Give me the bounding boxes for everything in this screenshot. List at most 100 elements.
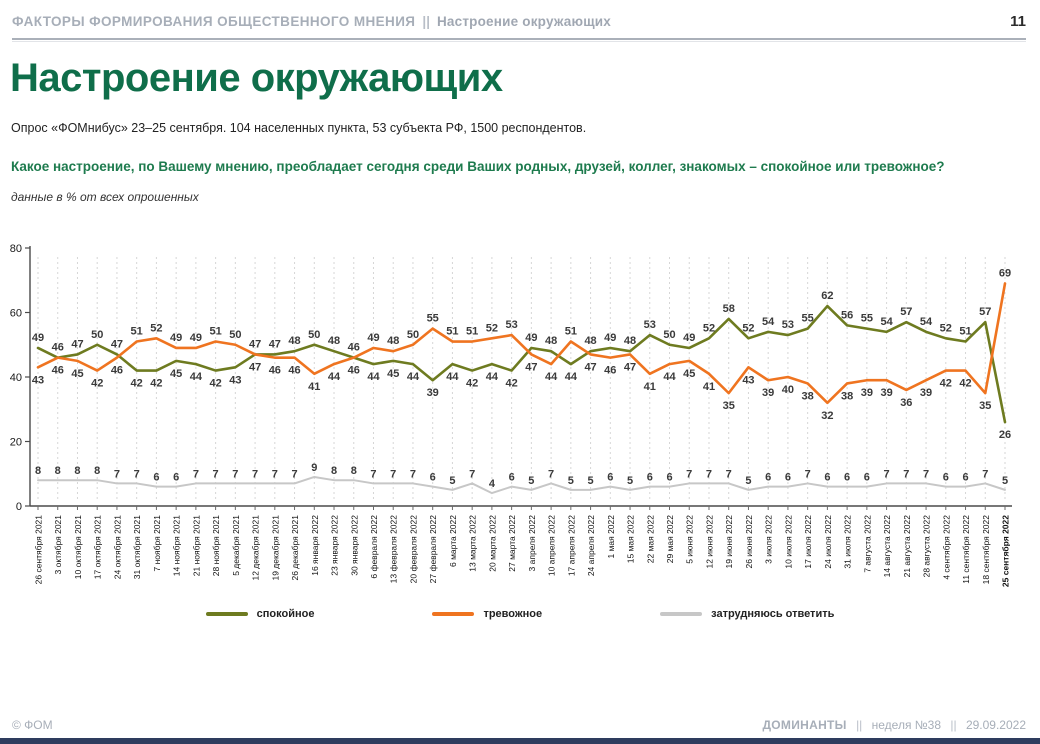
svg-text:8: 8 <box>351 465 357 477</box>
svg-text:49: 49 <box>170 332 182 344</box>
svg-text:52: 52 <box>486 322 498 334</box>
svg-text:17 апреля 2022: 17 апреля 2022 <box>566 515 576 576</box>
footer-week: неделя №38 <box>871 718 942 732</box>
svg-text:44: 44 <box>446 371 459 383</box>
svg-text:14 августа 2022: 14 августа 2022 <box>882 515 892 578</box>
svg-text:21 ноября 2021: 21 ноября 2021 <box>191 515 201 576</box>
page-title: Настроение окружающих <box>10 56 503 100</box>
svg-text:60: 60 <box>10 308 22 320</box>
svg-text:6: 6 <box>824 472 830 484</box>
svg-text:7: 7 <box>726 468 732 480</box>
svg-text:22 мая 2022: 22 мая 2022 <box>645 515 655 564</box>
svg-text:53: 53 <box>782 319 794 331</box>
svg-text:44: 44 <box>367 371 380 383</box>
svg-text:6: 6 <box>844 472 850 484</box>
svg-text:7: 7 <box>805 468 811 480</box>
svg-text:28 ноября 2021: 28 ноября 2021 <box>211 515 221 576</box>
svg-text:6: 6 <box>647 472 653 484</box>
svg-text:39: 39 <box>880 387 892 399</box>
legend-label-undecided: затрудняюсь ответить <box>711 608 835 620</box>
svg-text:6: 6 <box>785 472 791 484</box>
svg-text:50: 50 <box>663 329 675 341</box>
svg-text:50: 50 <box>308 329 320 341</box>
svg-text:52: 52 <box>940 322 952 334</box>
svg-text:7: 7 <box>272 468 278 480</box>
svg-text:20 марта 2022: 20 марта 2022 <box>487 515 497 572</box>
svg-text:44: 44 <box>565 371 578 383</box>
svg-text:44: 44 <box>328 371 341 383</box>
svg-text:47: 47 <box>71 338 83 350</box>
svg-text:51: 51 <box>131 326 143 338</box>
svg-text:0: 0 <box>16 501 22 513</box>
chart-legend: спокойное тревожное затрудняюсь ответить <box>0 608 1040 620</box>
svg-text:7: 7 <box>410 468 416 480</box>
svg-text:42: 42 <box>506 378 518 390</box>
svg-text:49: 49 <box>190 332 202 344</box>
svg-text:1 мая 2022: 1 мая 2022 <box>606 515 616 559</box>
svg-text:47: 47 <box>249 361 261 373</box>
svg-text:49: 49 <box>32 332 44 344</box>
svg-text:7: 7 <box>982 468 988 480</box>
svg-text:28 августа 2022: 28 августа 2022 <box>922 515 932 578</box>
footer-separator-1: || <box>856 718 863 732</box>
svg-text:6: 6 <box>864 472 870 484</box>
footer-brand: ДОМИНАНТЫ <box>762 718 847 732</box>
svg-text:44: 44 <box>407 371 420 383</box>
svg-text:11 сентября 2022: 11 сентября 2022 <box>961 515 971 584</box>
svg-text:12 декабря 2021: 12 декабря 2021 <box>251 515 261 581</box>
svg-text:6: 6 <box>430 472 436 484</box>
svg-text:57: 57 <box>979 306 991 318</box>
breadcrumb: ФАКТОРЫ ФОРМИРОВАНИЯ ОБЩЕСТВЕННОГО МНЕНИ… <box>12 13 1026 30</box>
svg-text:6 февраля 2022: 6 февраля 2022 <box>369 515 379 579</box>
svg-text:26 декабря 2021: 26 декабря 2021 <box>290 515 300 581</box>
svg-text:14 ноября 2021: 14 ноября 2021 <box>172 515 182 576</box>
footer-date: 29.09.2022 <box>965 718 1026 732</box>
svg-text:54: 54 <box>880 316 893 328</box>
svg-text:32: 32 <box>821 410 833 422</box>
svg-text:38: 38 <box>841 390 853 402</box>
svg-text:50: 50 <box>229 329 241 341</box>
svg-text:46: 46 <box>269 365 281 377</box>
svg-text:44: 44 <box>663 371 676 383</box>
svg-text:5: 5 <box>588 475 594 487</box>
svg-text:7: 7 <box>134 468 140 480</box>
svg-text:3 июля 2022: 3 июля 2022 <box>764 515 774 564</box>
svg-text:53: 53 <box>506 319 518 331</box>
svg-text:51: 51 <box>959 326 971 338</box>
svg-text:42: 42 <box>209 378 221 390</box>
svg-text:5: 5 <box>528 475 534 487</box>
svg-text:50: 50 <box>91 329 103 341</box>
svg-text:13 февраля 2022: 13 февраля 2022 <box>389 515 399 584</box>
svg-text:5: 5 <box>627 475 633 487</box>
svg-text:4: 4 <box>489 478 496 490</box>
svg-text:49: 49 <box>525 332 537 344</box>
svg-text:54: 54 <box>762 316 775 328</box>
svg-text:6: 6 <box>509 472 515 484</box>
svg-text:42: 42 <box>466 378 478 390</box>
svg-text:6 марта 2022: 6 марта 2022 <box>448 515 458 567</box>
svg-text:19 декабря 2021: 19 декабря 2021 <box>270 515 280 581</box>
svg-text:7: 7 <box>923 468 929 480</box>
svg-text:5 декабря 2021: 5 декабря 2021 <box>231 515 241 576</box>
svg-text:40: 40 <box>10 372 22 384</box>
svg-text:52: 52 <box>742 322 754 334</box>
svg-text:7: 7 <box>193 468 199 480</box>
svg-text:19 июня 2022: 19 июня 2022 <box>724 515 734 569</box>
svg-text:25 сентября 2022: 25 сентября 2022 <box>1001 515 1011 587</box>
svg-text:5: 5 <box>1002 475 1008 487</box>
svg-text:55: 55 <box>802 313 814 325</box>
svg-text:62: 62 <box>821 290 833 302</box>
svg-text:49: 49 <box>604 332 616 344</box>
svg-text:48: 48 <box>387 335 399 347</box>
svg-text:41: 41 <box>644 381 656 393</box>
svg-text:8: 8 <box>331 465 337 477</box>
svg-text:47: 47 <box>525 361 537 373</box>
svg-text:7: 7 <box>252 468 258 480</box>
svg-text:3 октября 2021: 3 октября 2021 <box>53 515 63 575</box>
svg-text:46: 46 <box>604 365 616 377</box>
legend-label-anxious: тревожное <box>483 608 543 620</box>
svg-text:45: 45 <box>170 368 182 380</box>
header-divider <box>12 38 1026 42</box>
svg-text:45: 45 <box>683 368 695 380</box>
svg-text:69: 69 <box>999 267 1011 279</box>
